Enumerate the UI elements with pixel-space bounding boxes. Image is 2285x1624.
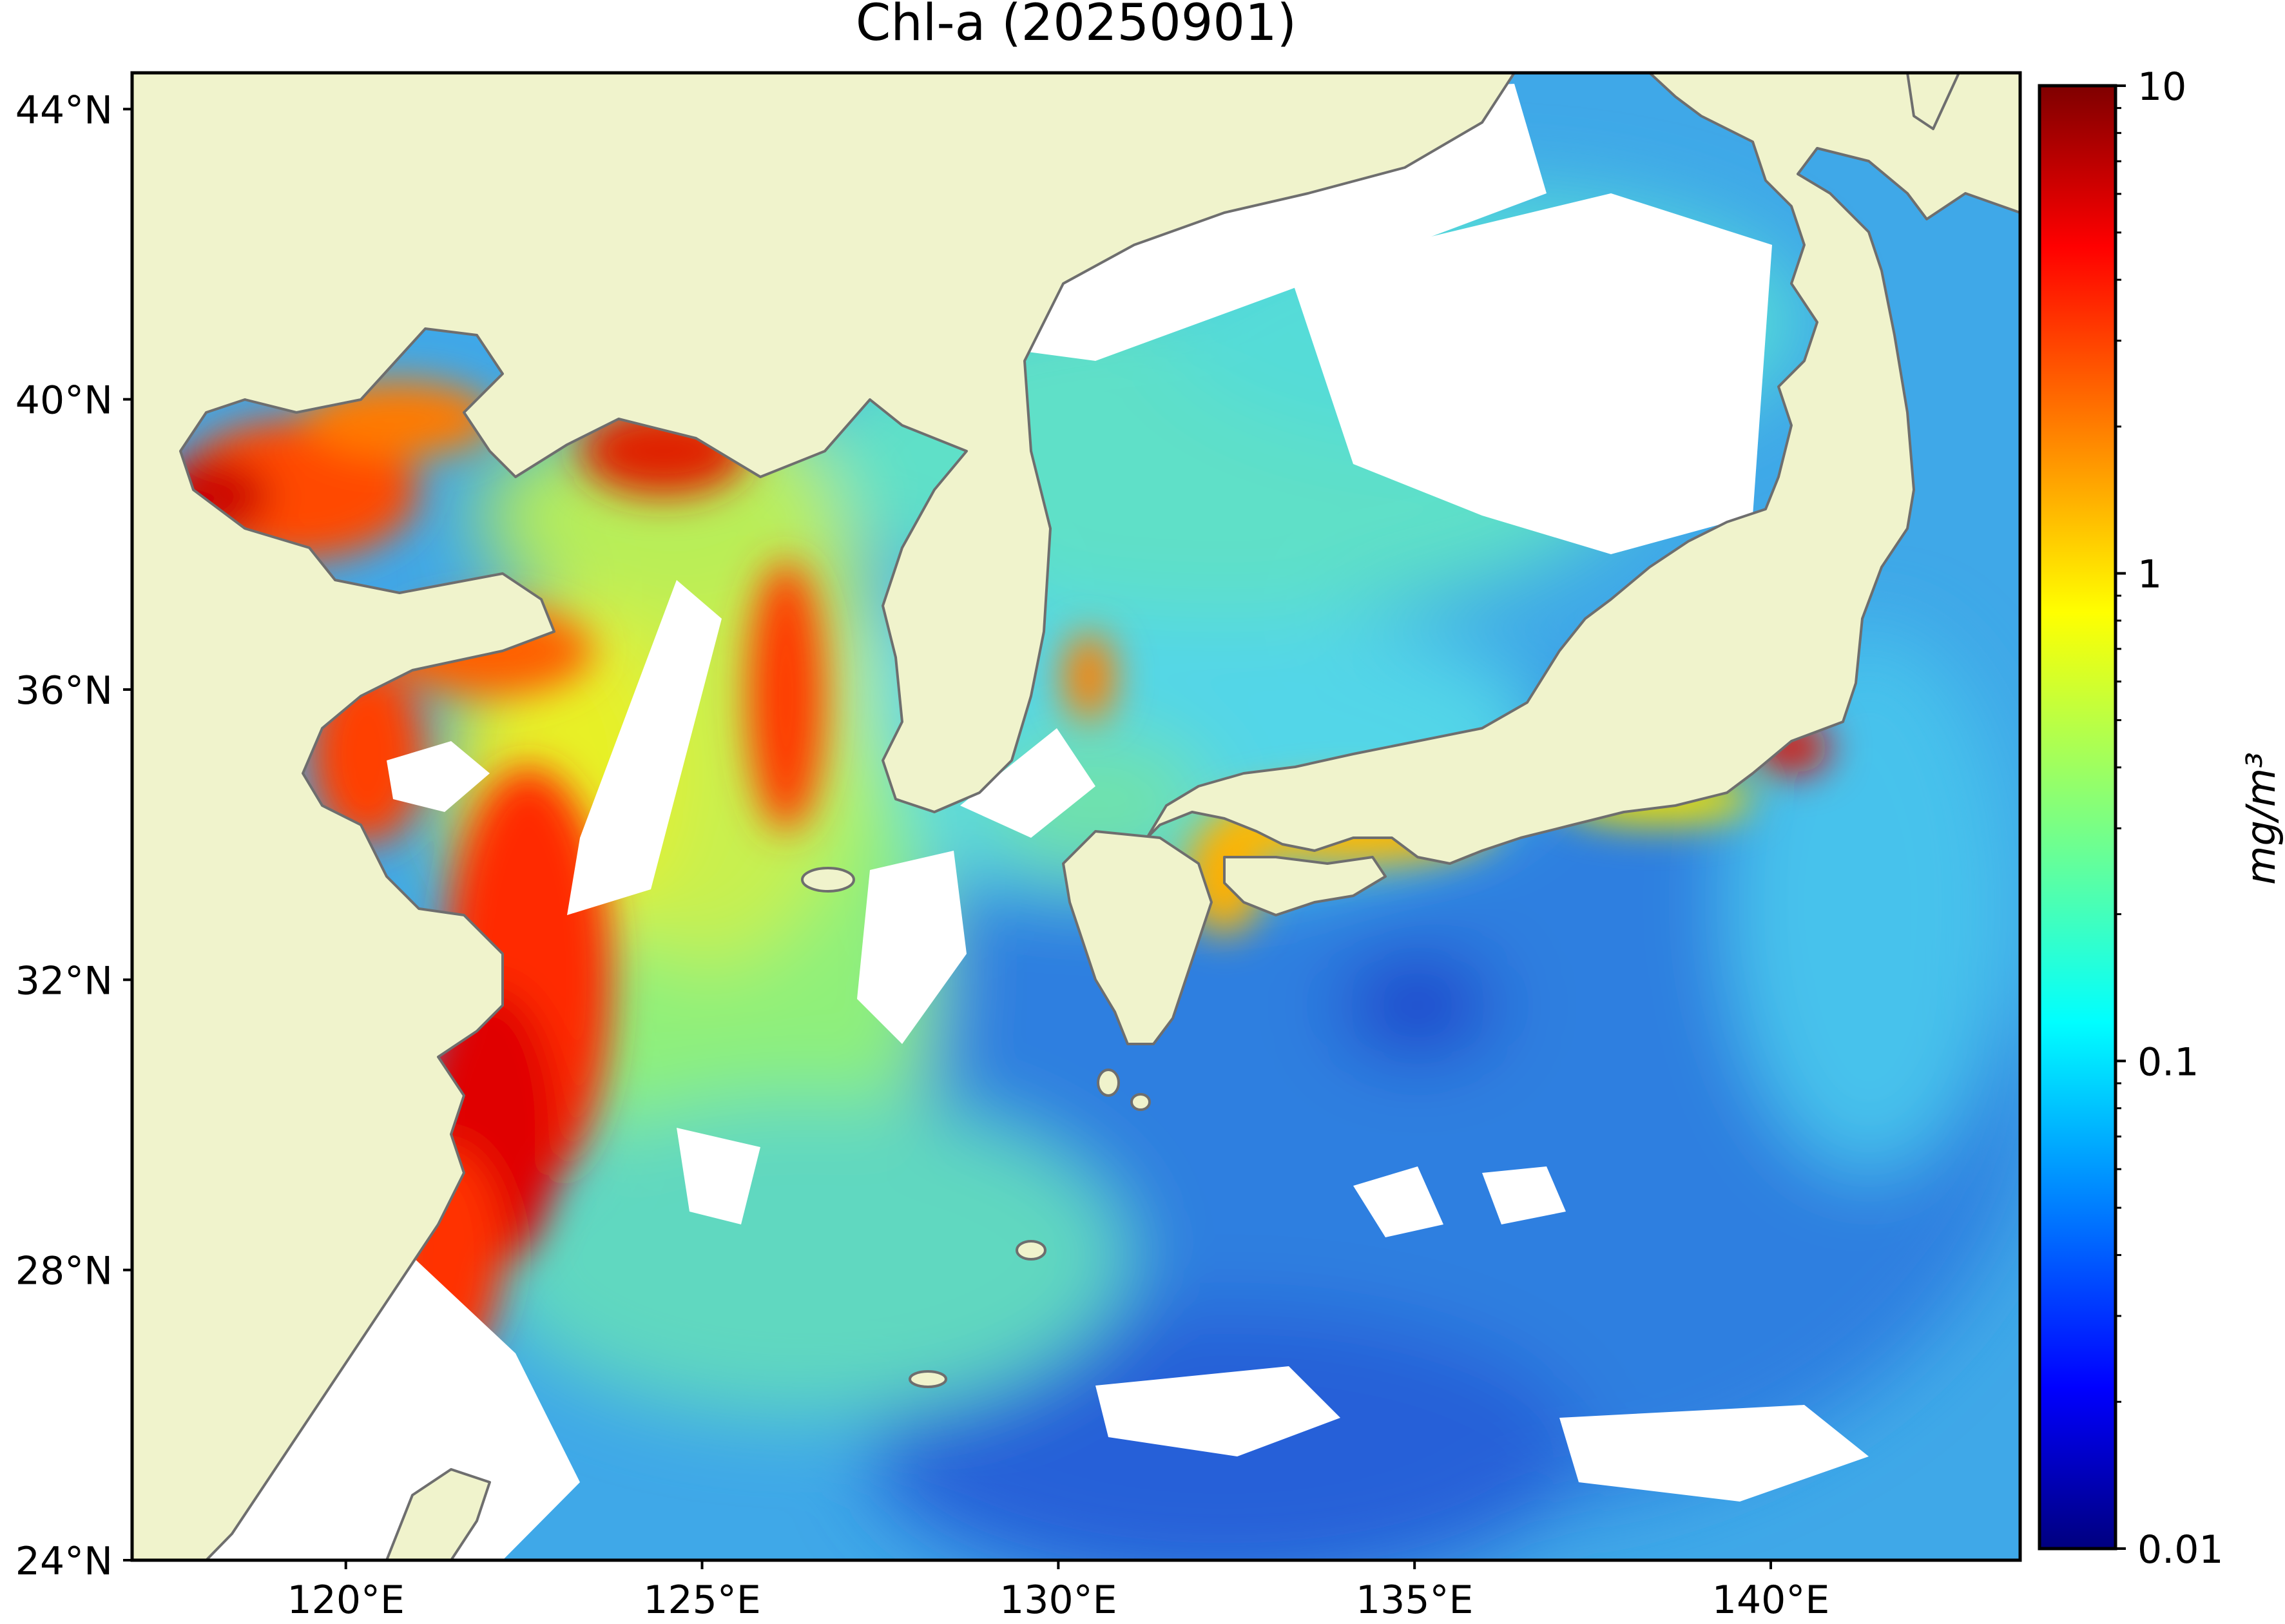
colorbar-tick-label: 10 xyxy=(2137,64,2186,110)
latitude-tick-label: 44°N xyxy=(15,88,113,133)
longitude-tick-label: 135°E xyxy=(1356,1578,1473,1623)
longitude-tick-label: 125°E xyxy=(643,1578,760,1623)
map-title: Chl-a (20250901) xyxy=(856,0,1297,52)
latitude-tick-label: 28°N xyxy=(15,1249,113,1294)
map-frame xyxy=(130,71,2022,1562)
map-panel xyxy=(132,73,2020,1560)
longitude-tick-label: 130°E xyxy=(999,1578,1117,1623)
colorbar-tick-label: 0.01 xyxy=(2137,1527,2224,1572)
island-yakushima xyxy=(1130,1093,1151,1111)
latitude-axis: 44°N 40°N 36°N 32°N 28°N 24°N xyxy=(15,88,132,1584)
landmass xyxy=(132,73,2020,1560)
shikoku xyxy=(1223,856,1387,916)
asian-mainland xyxy=(132,73,1516,1560)
latitude-tick-label: 24°N xyxy=(15,1539,113,1584)
longitude-tick-label: 140°E xyxy=(1712,1578,1829,1623)
jeju-island xyxy=(801,867,855,893)
colorbar: 10 1 0.1 0.01 mg/m³ xyxy=(2038,64,2284,1572)
colorbar-frame xyxy=(2038,84,2117,1551)
colorbar-ticks: 10 1 0.1 0.01 xyxy=(2116,64,2224,1572)
colorbar-label: mg/m³ xyxy=(2237,752,2284,885)
colorbar-gradient xyxy=(2039,86,2116,1549)
island-okinawa xyxy=(909,1370,947,1388)
longitude-tick-label: 120°E xyxy=(287,1578,404,1623)
colorbar-tick-label: 0.1 xyxy=(2137,1039,2199,1085)
latitude-tick-label: 36°N xyxy=(15,668,113,713)
latitude-tick-label: 40°N xyxy=(15,378,113,423)
kyushu xyxy=(1062,830,1213,1045)
longitude-axis: 120°E 125°E 130°E 135°E 140°E xyxy=(287,1560,1829,1623)
island-amami xyxy=(1016,1240,1046,1261)
honshu-hokkaido xyxy=(1146,73,2020,865)
latitude-tick-label: 32°N xyxy=(15,958,113,1003)
taiwan xyxy=(385,1468,491,1560)
sakhalin xyxy=(1906,73,1960,130)
colorbar-tick-label: 1 xyxy=(2137,552,2162,597)
island-tanegashima xyxy=(1097,1068,1120,1097)
